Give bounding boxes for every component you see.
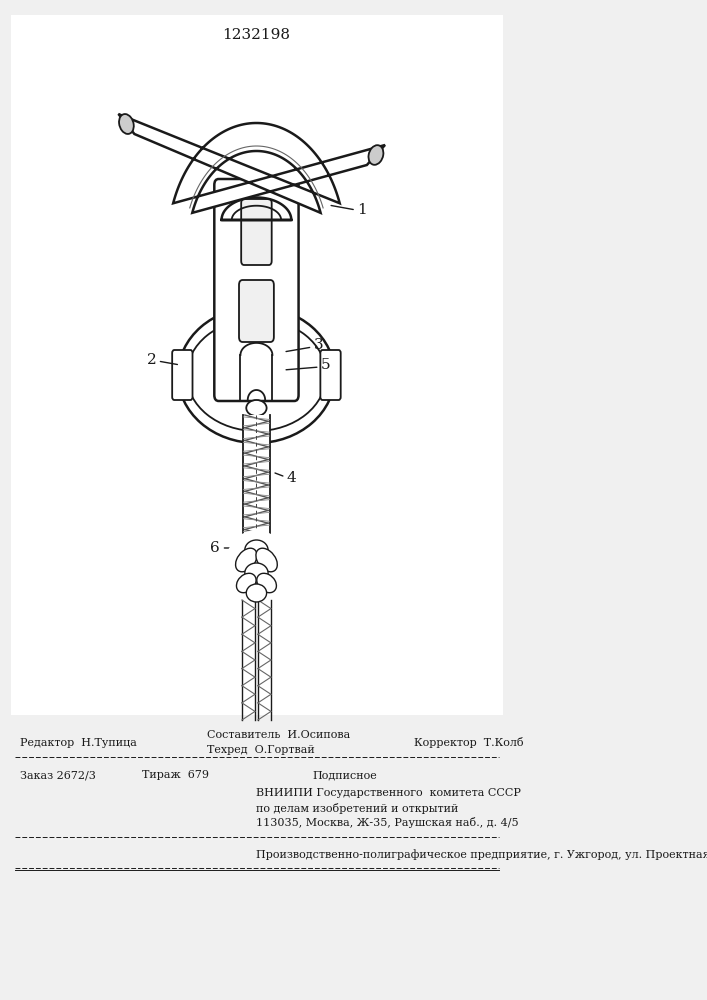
FancyBboxPatch shape (239, 280, 274, 342)
Text: Производственно-полиграфическое предприятие, г. Ужгород, ул. Проектная, 4: Производственно-полиграфическое предприя… (257, 850, 707, 860)
FancyBboxPatch shape (241, 199, 271, 265)
Text: Тираж  679: Тираж 679 (141, 770, 209, 780)
FancyBboxPatch shape (11, 15, 503, 715)
Polygon shape (221, 190, 291, 220)
Ellipse shape (256, 548, 277, 572)
Ellipse shape (246, 400, 267, 416)
Text: ВНИИПИ Государственного  комитета СССР: ВНИИПИ Государственного комитета СССР (257, 788, 521, 798)
Text: 5: 5 (321, 358, 331, 372)
Ellipse shape (368, 145, 383, 165)
Polygon shape (240, 343, 272, 355)
Bar (243, 415, 269, 555)
Ellipse shape (246, 584, 267, 602)
Ellipse shape (257, 573, 276, 593)
Ellipse shape (119, 114, 134, 134)
Text: 3: 3 (314, 338, 323, 352)
Ellipse shape (187, 319, 326, 431)
Text: Составитель  И.Осипова: Составитель И.Осипова (207, 730, 350, 740)
Ellipse shape (245, 540, 268, 560)
Text: 1232198: 1232198 (223, 28, 291, 42)
FancyBboxPatch shape (320, 350, 341, 400)
Text: по делам изобретений и открытий: по делам изобретений и открытий (257, 802, 459, 814)
Ellipse shape (236, 573, 256, 593)
Text: 113035, Москва, Ж-35, Раушская наб., д. 4/5: 113035, Москва, Ж-35, Раушская наб., д. … (257, 818, 519, 828)
Text: Редактор  Н.Тупица: Редактор Н.Тупица (21, 738, 137, 748)
FancyBboxPatch shape (214, 179, 298, 401)
Ellipse shape (226, 530, 288, 600)
FancyBboxPatch shape (173, 350, 192, 400)
Text: 6: 6 (211, 541, 220, 555)
Text: Заказ 2672/3: Заказ 2672/3 (21, 770, 96, 780)
Ellipse shape (178, 307, 335, 443)
Ellipse shape (235, 548, 257, 572)
Text: 2: 2 (147, 353, 157, 367)
Ellipse shape (245, 563, 268, 583)
Text: Подписное: Подписное (312, 770, 377, 780)
Text: 1: 1 (358, 203, 367, 217)
Text: 4: 4 (287, 471, 297, 485)
Text: Корректор  Т.Колб: Корректор Т.Колб (414, 738, 524, 748)
Polygon shape (118, 114, 385, 213)
Text: Техред  О.Гортвай: Техред О.Гортвай (207, 745, 315, 755)
